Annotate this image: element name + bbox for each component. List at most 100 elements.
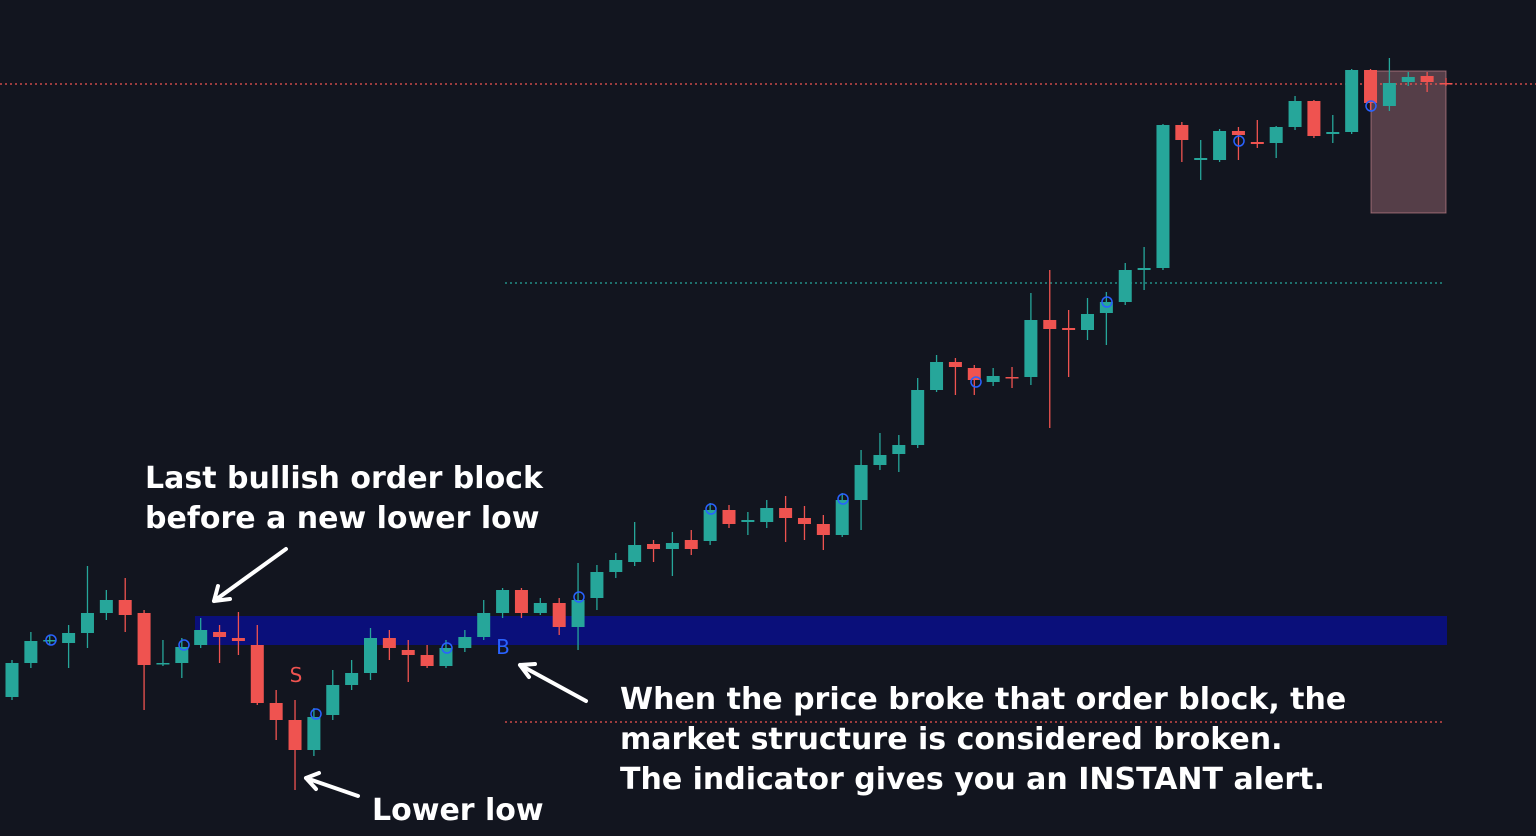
candle-body <box>175 647 189 663</box>
candle-body <box>345 673 359 685</box>
candle-body <box>552 603 566 627</box>
candle-body <box>703 510 717 541</box>
candle-body <box>269 703 283 720</box>
annotation-line: Lower low <box>372 793 544 828</box>
pivot-marker <box>441 642 453 654</box>
candle-body <box>797 518 811 524</box>
pivot-marker <box>1365 100 1377 112</box>
candle-body <box>496 590 510 613</box>
candle-body <box>1062 328 1076 330</box>
pivot-marker <box>1101 296 1113 308</box>
candles <box>5 58 1453 790</box>
candle-body <box>571 600 585 627</box>
candle-body <box>816 524 830 535</box>
sell-signal: S <box>290 663 303 687</box>
candle-body <box>533 603 547 613</box>
candle-body <box>1137 268 1151 270</box>
zones <box>0 70 1536 723</box>
candle-body <box>1175 125 1189 140</box>
candle-body <box>684 540 698 549</box>
arrow <box>304 771 360 798</box>
candle-body <box>1326 132 1340 134</box>
pivot-marker <box>310 708 322 720</box>
candle-body <box>5 663 19 697</box>
pivot-marker <box>970 376 982 388</box>
candle-body <box>288 720 302 750</box>
annotation-line: Last bullish order block <box>145 461 544 496</box>
candle-body <box>1213 131 1227 160</box>
pivot-markers <box>45 100 1377 720</box>
candle-body <box>231 638 245 641</box>
annotation-line: The indicator gives you an INSTANT alert… <box>620 762 1325 797</box>
annotation-line: before a new lower low <box>145 501 539 536</box>
candle-body <box>873 455 887 465</box>
candle-body <box>420 655 434 666</box>
candle-body <box>628 545 642 562</box>
candle-body <box>213 632 227 637</box>
pivot-marker <box>45 634 57 646</box>
candle-body <box>1439 83 1453 85</box>
candle-body <box>1156 125 1170 268</box>
buy-signal: B <box>496 635 510 659</box>
candle-body <box>930 362 944 390</box>
candle-body <box>1250 142 1264 144</box>
pivot-marker <box>178 639 190 651</box>
candle-body <box>835 500 849 535</box>
arrow <box>212 547 288 603</box>
candle-body <box>760 508 774 522</box>
arrows <box>212 547 588 798</box>
candle-body <box>80 613 94 633</box>
candle-body <box>1401 77 1415 82</box>
candle-body <box>1118 270 1132 302</box>
order-block <box>195 616 1447 645</box>
candle-body <box>722 510 736 524</box>
candle-body <box>458 637 472 648</box>
candle-body <box>741 520 755 522</box>
candle-body <box>250 645 264 703</box>
candle-body <box>590 572 604 598</box>
candle-body <box>1024 320 1038 377</box>
candle-body <box>1194 158 1208 160</box>
candle-body <box>364 638 377 673</box>
candle-body <box>382 638 396 648</box>
candle-body <box>156 663 170 665</box>
candle-body <box>477 613 491 637</box>
candle-body <box>1043 320 1057 329</box>
candle-body <box>665 543 679 549</box>
pivot-marker <box>1233 135 1245 147</box>
candle-body <box>1307 101 1321 136</box>
candle-body <box>647 544 661 549</box>
candle-body <box>1382 83 1396 106</box>
candle-body <box>1231 131 1245 135</box>
pivot-marker <box>573 591 585 603</box>
candle-body <box>307 717 321 750</box>
candle-body <box>62 633 76 643</box>
candle-body <box>911 390 925 445</box>
candle-body <box>609 560 623 572</box>
candle-body <box>137 613 151 665</box>
pivot-marker <box>837 493 849 505</box>
candle-body <box>1005 377 1019 379</box>
candle-body <box>1345 70 1359 132</box>
candle-body <box>1269 127 1283 143</box>
candle-body <box>99 600 113 613</box>
candle-body <box>986 376 1000 382</box>
annotation-line: market structure is considered broken. <box>620 722 1282 757</box>
candle-body <box>1364 70 1378 103</box>
arrow <box>518 662 588 703</box>
candle-body <box>194 630 208 645</box>
candle-body <box>1420 76 1434 82</box>
pivot-marker <box>705 503 717 515</box>
candle-body <box>24 641 38 663</box>
candle-body <box>892 445 906 454</box>
candle-body <box>1081 314 1094 330</box>
candle-body <box>779 508 793 518</box>
candle-body <box>326 685 340 715</box>
candle-body <box>43 640 57 642</box>
candle-body <box>401 650 415 655</box>
candle-body <box>854 465 868 500</box>
candle-body <box>118 600 132 615</box>
candle-body <box>1288 101 1302 127</box>
